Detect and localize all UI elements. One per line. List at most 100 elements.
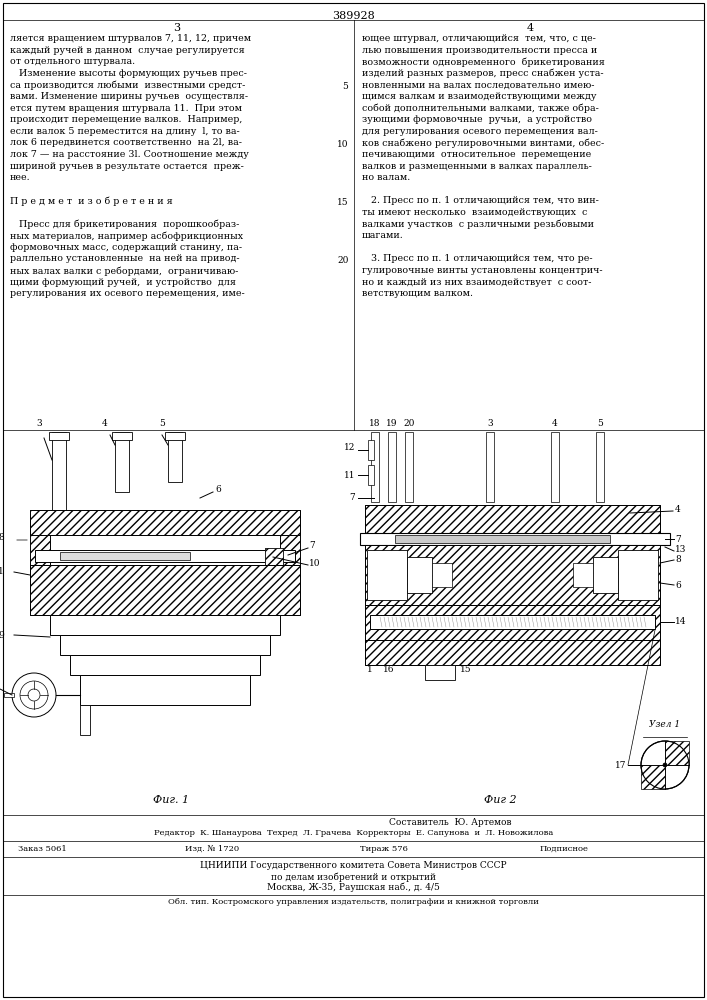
Bar: [367, 550, 407, 600]
Text: ных валах валки с ребордами,  ограничиваю-: ных валах валки с ребордами, ограничиваю…: [10, 266, 238, 275]
Text: 17: 17: [614, 760, 626, 770]
Bar: [265, 548, 283, 566]
Text: но валам.: но валам.: [361, 173, 410, 182]
Bar: [35, 550, 295, 562]
Text: 5: 5: [159, 419, 165, 428]
Text: по делам изобретений и открытий: по делам изобретений и открытий: [271, 872, 436, 882]
Text: 3: 3: [173, 23, 180, 33]
Text: 8: 8: [0, 534, 4, 542]
Bar: [30, 510, 300, 535]
Bar: [371, 432, 379, 502]
Bar: [50, 535, 280, 565]
Text: 3: 3: [36, 419, 42, 428]
Text: Москва, Ж-35, Раушская наб., д. 4/5: Москва, Ж-35, Раушская наб., д. 4/5: [267, 883, 440, 892]
Bar: [70, 655, 260, 675]
Bar: [30, 510, 300, 535]
Text: ных материалов, например асбофрикционных: ных материалов, например асбофрикционных: [10, 231, 243, 241]
Bar: [112, 432, 132, 440]
Bar: [365, 640, 660, 665]
Bar: [60, 552, 190, 560]
Text: шагами.: шагами.: [361, 231, 403, 240]
Text: щими формующий ручей,  и устройство  для: щими формующий ручей, и устройство для: [10, 278, 236, 287]
Bar: [365, 605, 660, 640]
Text: если валок 5 переместится на длину  l, то ва-: если валок 5 переместится на длину l, то…: [10, 127, 240, 136]
Text: лок 6 передвинется соответственно  на 2l, ва-: лок 6 передвинется соответственно на 2l,…: [10, 138, 242, 147]
Bar: [115, 432, 129, 492]
Text: 3. Пресс по п. 1 отличающийся тем, что ре-: 3. Пресс по п. 1 отличающийся тем, что р…: [361, 254, 592, 263]
Circle shape: [20, 681, 48, 709]
Bar: [52, 432, 66, 517]
Text: 9: 9: [0, 631, 4, 640]
Text: возможности одновременного  брикетирования: возможности одновременного брикетировани…: [361, 57, 604, 67]
Bar: [280, 535, 300, 595]
Text: Редактор  К. Шанаурова  Техред  Л. Грачева  Корректоры  Е. Сапунова  и  Л. Новож: Редактор К. Шанаурова Техред Л. Грачева …: [154, 829, 553, 837]
Text: 8: 8: [675, 556, 681, 564]
Bar: [665, 741, 689, 765]
Text: шириной ручьев в результате остается  преж-: шириной ручьев в результате остается пре…: [10, 162, 244, 171]
Bar: [395, 535, 610, 543]
Text: новленными на валах последовательно имею-: новленными на валах последовательно имею…: [361, 80, 594, 89]
Text: 20: 20: [403, 419, 415, 428]
Text: Фиг 2: Фиг 2: [484, 795, 517, 805]
Text: Фиг. 1: Фиг. 1: [153, 795, 189, 805]
Text: Узел 1: Узел 1: [650, 720, 681, 729]
Text: ется путем вращения штурвала 11.  При этом: ется путем вращения штурвала 11. При это…: [10, 104, 242, 113]
Text: 389928: 389928: [332, 11, 375, 21]
Text: формовочных масс, содержащий станину, па-: формовочных масс, содержащий станину, па…: [10, 243, 242, 252]
Bar: [365, 545, 660, 605]
Bar: [573, 563, 593, 587]
Circle shape: [28, 689, 40, 701]
Bar: [641, 765, 665, 789]
Text: лок 7 — на расстояние 3l. Соотношение между: лок 7 — на расстояние 3l. Соотношение ме…: [10, 150, 249, 159]
Text: ветствующим валком.: ветствующим валком.: [361, 289, 472, 298]
Text: 3: 3: [487, 419, 493, 428]
Text: 18: 18: [369, 419, 381, 428]
Bar: [432, 563, 452, 587]
Text: 1: 1: [0, 568, 4, 576]
Text: 5: 5: [597, 419, 603, 428]
Text: са производится любыми  известными средст-: са производится любыми известными средст…: [10, 80, 245, 90]
Text: 2. Пресс по п. 1 отличающийся тем, что вин-: 2. Пресс по п. 1 отличающийся тем, что в…: [361, 196, 598, 205]
Text: 7: 7: [675, 534, 681, 544]
Bar: [50, 615, 280, 635]
Text: 10: 10: [309, 558, 320, 568]
Text: 14: 14: [675, 617, 686, 626]
Bar: [368, 440, 374, 460]
Text: Тираж 576: Тираж 576: [360, 845, 408, 853]
Text: 1: 1: [367, 666, 373, 674]
Bar: [365, 605, 660, 640]
Text: зующими формовочные  ручьи,  а устройство: зующими формовочные ручьи, а устройство: [361, 115, 592, 124]
Text: 7: 7: [349, 493, 355, 502]
Text: каждый ручей в данном  случае регулируется: каждый ручей в данном случае регулируетс…: [10, 46, 245, 55]
Text: 13: 13: [675, 544, 686, 554]
Bar: [30, 535, 50, 595]
Bar: [388, 432, 396, 502]
Bar: [486, 432, 494, 502]
Text: 4: 4: [103, 419, 108, 428]
Bar: [265, 548, 283, 566]
Text: щимся валкам и взаимодействующими между: щимся валкам и взаимодействующими между: [361, 92, 596, 101]
Bar: [365, 640, 660, 665]
Bar: [30, 565, 300, 615]
Text: лью повышения производительности пресса и: лью повышения производительности пресса …: [361, 46, 597, 55]
Text: 6: 6: [675, 580, 681, 589]
Text: Изменение высоты формующих ручьев прес-: Изменение высоты формующих ручьев прес-: [10, 69, 247, 78]
Bar: [407, 557, 432, 593]
Text: но и каждый из них взаимодействует  с соот-: но и каждый из них взаимодействует с соо…: [361, 278, 591, 287]
Text: Обл. тип. Костромского управления издательств, полиграфии и книжной торговли: Обл. тип. Костромского управления издате…: [168, 898, 539, 906]
Bar: [365, 505, 660, 533]
Text: нее.: нее.: [10, 173, 30, 182]
Text: собой дополнительными валками, также обра-: собой дополнительными валками, также обр…: [361, 104, 598, 113]
Text: Пресс для брикетирования  порошкообраз-: Пресс для брикетирования порошкообраз-: [10, 220, 240, 229]
Text: 4: 4: [527, 23, 534, 33]
Circle shape: [12, 673, 56, 717]
Bar: [168, 432, 182, 482]
Text: раллельно установленные  на ней на привод-: раллельно установленные на ней на привод…: [10, 254, 240, 263]
Text: ты имеют несколько  взаимодействующих  с: ты имеют несколько взаимодействующих с: [361, 208, 587, 217]
Text: для регулирования осевого перемещения вал-: для регулирования осевого перемещения ва…: [361, 127, 597, 136]
Text: 15: 15: [460, 666, 472, 674]
Text: Изд. № 1720: Изд. № 1720: [185, 845, 239, 853]
Bar: [618, 550, 658, 600]
Bar: [30, 535, 50, 595]
Text: 7: 7: [309, 540, 315, 550]
